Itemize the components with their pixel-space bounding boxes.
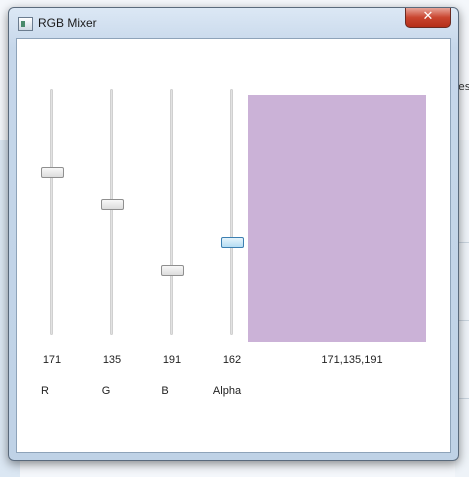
value-r: 171 — [42, 354, 62, 366]
slider-track — [230, 89, 233, 335]
slider-track — [170, 89, 173, 335]
close-icon: ✕ — [422, 9, 434, 24]
slider-thumb-b[interactable] — [161, 265, 184, 276]
rgb-readout: 171,135,191 — [321, 354, 383, 366]
background-text: es — [458, 80, 469, 93]
slider-track — [110, 89, 113, 335]
slider-thumb-r[interactable] — [41, 167, 64, 178]
slider-r[interactable] — [37, 89, 67, 335]
slider-alpha[interactable] — [217, 89, 247, 335]
slider-g[interactable] — [97, 89, 127, 335]
label-g: G — [101, 385, 111, 397]
value-g: 135 — [102, 354, 122, 366]
label-alpha: Alpha — [212, 385, 242, 397]
slider-thumb-alpha[interactable] — [221, 237, 244, 248]
color-preview — [248, 95, 426, 342]
slider-track — [50, 89, 53, 335]
value-alpha: 162 — [222, 354, 242, 366]
window-title: RGB Mixer — [38, 16, 97, 30]
title-bar[interactable]: RGB Mixer ✕ — [9, 8, 458, 38]
app-icon — [18, 17, 33, 31]
close-button[interactable]: ✕ — [405, 8, 451, 28]
slider-b[interactable] — [157, 89, 187, 335]
slider-thumb-g[interactable] — [101, 199, 124, 210]
value-b: 191 — [162, 354, 182, 366]
label-r: R — [41, 385, 49, 397]
rgb-mixer-window: RGB Mixer ✕ 171 135 191 162 R G — [8, 7, 459, 461]
label-b: B — [161, 385, 169, 397]
client-area: 171 135 191 162 R G B Alpha 171,135,191 — [16, 38, 451, 453]
